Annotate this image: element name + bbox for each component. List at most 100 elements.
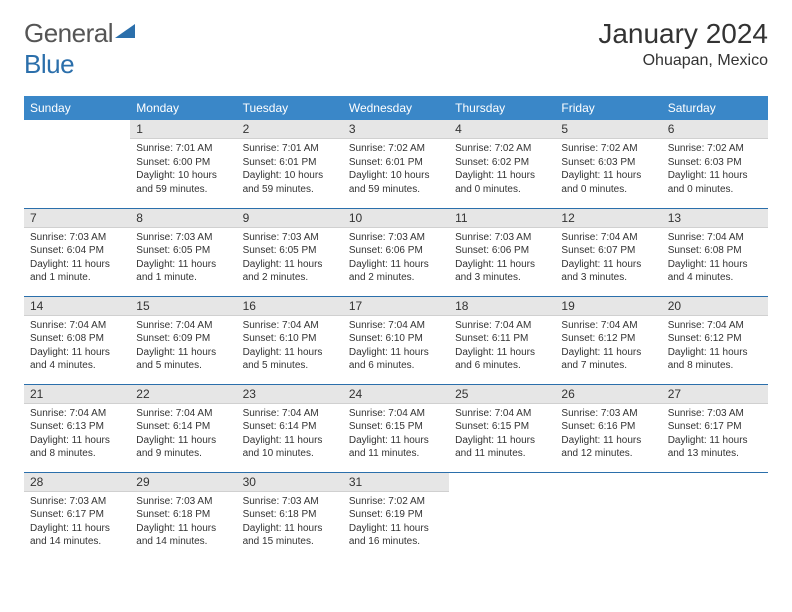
sunrise-text: Sunrise: 7:02 AM xyxy=(561,142,655,156)
day-number: 12 xyxy=(555,209,661,228)
daylight-text: Daylight: 11 hours and 14 minutes. xyxy=(30,522,124,549)
day-content: Sunrise: 7:04 AMSunset: 6:10 PMDaylight:… xyxy=(343,316,449,377)
day-content: Sunrise: 7:03 AMSunset: 6:18 PMDaylight:… xyxy=(237,492,343,553)
sunrise-text: Sunrise: 7:02 AM xyxy=(668,142,762,156)
daylight-text: Daylight: 11 hours and 9 minutes. xyxy=(136,434,230,461)
day-content: Sunrise: 7:04 AMSunset: 6:09 PMDaylight:… xyxy=(130,316,236,377)
sunrise-text: Sunrise: 7:04 AM xyxy=(668,319,762,333)
sunset-text: Sunset: 6:12 PM xyxy=(561,332,655,346)
weekday-header: Thursday xyxy=(449,96,555,120)
daylight-text: Daylight: 11 hours and 15 minutes. xyxy=(243,522,337,549)
daylight-text: Daylight: 11 hours and 11 minutes. xyxy=(455,434,549,461)
calendar-cell: 23Sunrise: 7:04 AMSunset: 6:14 PMDayligh… xyxy=(237,384,343,472)
calendar-cell: 1Sunrise: 7:01 AMSunset: 6:00 PMDaylight… xyxy=(130,120,236,208)
sunset-text: Sunset: 6:14 PM xyxy=(243,420,337,434)
sunset-text: Sunset: 6:18 PM xyxy=(136,508,230,522)
calendar-cell: 13Sunrise: 7:04 AMSunset: 6:08 PMDayligh… xyxy=(662,208,768,296)
sunset-text: Sunset: 6:14 PM xyxy=(136,420,230,434)
sunset-text: Sunset: 6:11 PM xyxy=(455,332,549,346)
calendar-cell: 20Sunrise: 7:04 AMSunset: 6:12 PMDayligh… xyxy=(662,296,768,384)
weekday-header: Monday xyxy=(130,96,236,120)
calendar-table: SundayMondayTuesdayWednesdayThursdayFrid… xyxy=(24,96,768,560)
day-content: Sunrise: 7:02 AMSunset: 6:19 PMDaylight:… xyxy=(343,492,449,553)
day-content: Sunrise: 7:01 AMSunset: 6:01 PMDaylight:… xyxy=(237,139,343,200)
day-number: 30 xyxy=(237,473,343,492)
daylight-text: Daylight: 11 hours and 0 minutes. xyxy=(455,169,549,196)
sunset-text: Sunset: 6:01 PM xyxy=(243,156,337,170)
calendar-cell: 22Sunrise: 7:04 AMSunset: 6:14 PMDayligh… xyxy=(130,384,236,472)
calendar-cell: 7Sunrise: 7:03 AMSunset: 6:04 PMDaylight… xyxy=(24,208,130,296)
sunrise-text: Sunrise: 7:03 AM xyxy=(136,231,230,245)
weekday-header: Sunday xyxy=(24,96,130,120)
day-number: 21 xyxy=(24,385,130,404)
sunset-text: Sunset: 6:03 PM xyxy=(561,156,655,170)
day-number: 29 xyxy=(130,473,236,492)
daylight-text: Daylight: 11 hours and 2 minutes. xyxy=(243,258,337,285)
daylight-text: Daylight: 11 hours and 10 minutes. xyxy=(243,434,337,461)
day-content: Sunrise: 7:04 AMSunset: 6:15 PMDaylight:… xyxy=(449,404,555,465)
day-content: Sunrise: 7:03 AMSunset: 6:17 PMDaylight:… xyxy=(24,492,130,553)
sunrise-text: Sunrise: 7:04 AM xyxy=(243,319,337,333)
sunrise-text: Sunrise: 7:04 AM xyxy=(30,319,124,333)
day-number: 4 xyxy=(449,120,555,139)
weekday-header: Tuesday xyxy=(237,96,343,120)
calendar-cell: 18Sunrise: 7:04 AMSunset: 6:11 PMDayligh… xyxy=(449,296,555,384)
sunset-text: Sunset: 6:08 PM xyxy=(30,332,124,346)
day-content: Sunrise: 7:03 AMSunset: 6:06 PMDaylight:… xyxy=(449,228,555,289)
sunset-text: Sunset: 6:13 PM xyxy=(30,420,124,434)
calendar-cell: 15Sunrise: 7:04 AMSunset: 6:09 PMDayligh… xyxy=(130,296,236,384)
sunrise-text: Sunrise: 7:03 AM xyxy=(30,495,124,509)
sunrise-text: Sunrise: 7:03 AM xyxy=(243,495,337,509)
daylight-text: Daylight: 11 hours and 4 minutes. xyxy=(668,258,762,285)
logo-text: GeneralBlue xyxy=(24,18,137,80)
day-number: 8 xyxy=(130,209,236,228)
logo-triangle-icon xyxy=(113,18,137,42)
day-content: Sunrise: 7:03 AMSunset: 6:04 PMDaylight:… xyxy=(24,228,130,289)
sunset-text: Sunset: 6:00 PM xyxy=(136,156,230,170)
calendar-cell: 26Sunrise: 7:03 AMSunset: 6:16 PMDayligh… xyxy=(555,384,661,472)
calendar-cell xyxy=(449,472,555,560)
day-number: 31 xyxy=(343,473,449,492)
daylight-text: Daylight: 11 hours and 6 minutes. xyxy=(455,346,549,373)
day-content: Sunrise: 7:02 AMSunset: 6:02 PMDaylight:… xyxy=(449,139,555,200)
day-content: Sunrise: 7:04 AMSunset: 6:14 PMDaylight:… xyxy=(237,404,343,465)
calendar-cell: 11Sunrise: 7:03 AMSunset: 6:06 PMDayligh… xyxy=(449,208,555,296)
daylight-text: Daylight: 11 hours and 5 minutes. xyxy=(136,346,230,373)
day-number: 17 xyxy=(343,297,449,316)
calendar-cell: 31Sunrise: 7:02 AMSunset: 6:19 PMDayligh… xyxy=(343,472,449,560)
calendar-cell xyxy=(555,472,661,560)
daylight-text: Daylight: 11 hours and 8 minutes. xyxy=(30,434,124,461)
daylight-text: Daylight: 11 hours and 16 minutes. xyxy=(349,522,443,549)
calendar-body: 1Sunrise: 7:01 AMSunset: 6:00 PMDaylight… xyxy=(24,120,768,560)
daylight-text: Daylight: 11 hours and 0 minutes. xyxy=(668,169,762,196)
day-number: 27 xyxy=(662,385,768,404)
day-number: 11 xyxy=(449,209,555,228)
logo: GeneralBlue xyxy=(24,18,137,80)
logo-text-2: Blue xyxy=(24,49,74,79)
calendar-cell: 10Sunrise: 7:03 AMSunset: 6:06 PMDayligh… xyxy=(343,208,449,296)
sunrise-text: Sunrise: 7:03 AM xyxy=(455,231,549,245)
calendar-cell: 29Sunrise: 7:03 AMSunset: 6:18 PMDayligh… xyxy=(130,472,236,560)
day-number: 6 xyxy=(662,120,768,139)
sunset-text: Sunset: 6:10 PM xyxy=(243,332,337,346)
day-number: 19 xyxy=(555,297,661,316)
sunset-text: Sunset: 6:06 PM xyxy=(455,244,549,258)
day-content: Sunrise: 7:04 AMSunset: 6:08 PMDaylight:… xyxy=(24,316,130,377)
day-number: 14 xyxy=(24,297,130,316)
day-number: 15 xyxy=(130,297,236,316)
day-content: Sunrise: 7:04 AMSunset: 6:12 PMDaylight:… xyxy=(662,316,768,377)
day-content: Sunrise: 7:02 AMSunset: 6:03 PMDaylight:… xyxy=(555,139,661,200)
daylight-text: Daylight: 11 hours and 12 minutes. xyxy=(561,434,655,461)
day-number: 28 xyxy=(24,473,130,492)
daylight-text: Daylight: 11 hours and 4 minutes. xyxy=(30,346,124,373)
day-content: Sunrise: 7:04 AMSunset: 6:11 PMDaylight:… xyxy=(449,316,555,377)
calendar-cell xyxy=(662,472,768,560)
sunset-text: Sunset: 6:15 PM xyxy=(349,420,443,434)
day-content: Sunrise: 7:03 AMSunset: 6:05 PMDaylight:… xyxy=(237,228,343,289)
calendar-cell: 25Sunrise: 7:04 AMSunset: 6:15 PMDayligh… xyxy=(449,384,555,472)
sunrise-text: Sunrise: 7:01 AM xyxy=(136,142,230,156)
sunset-text: Sunset: 6:17 PM xyxy=(668,420,762,434)
sunrise-text: Sunrise: 7:04 AM xyxy=(243,407,337,421)
day-content: Sunrise: 7:03 AMSunset: 6:05 PMDaylight:… xyxy=(130,228,236,289)
day-number: 20 xyxy=(662,297,768,316)
